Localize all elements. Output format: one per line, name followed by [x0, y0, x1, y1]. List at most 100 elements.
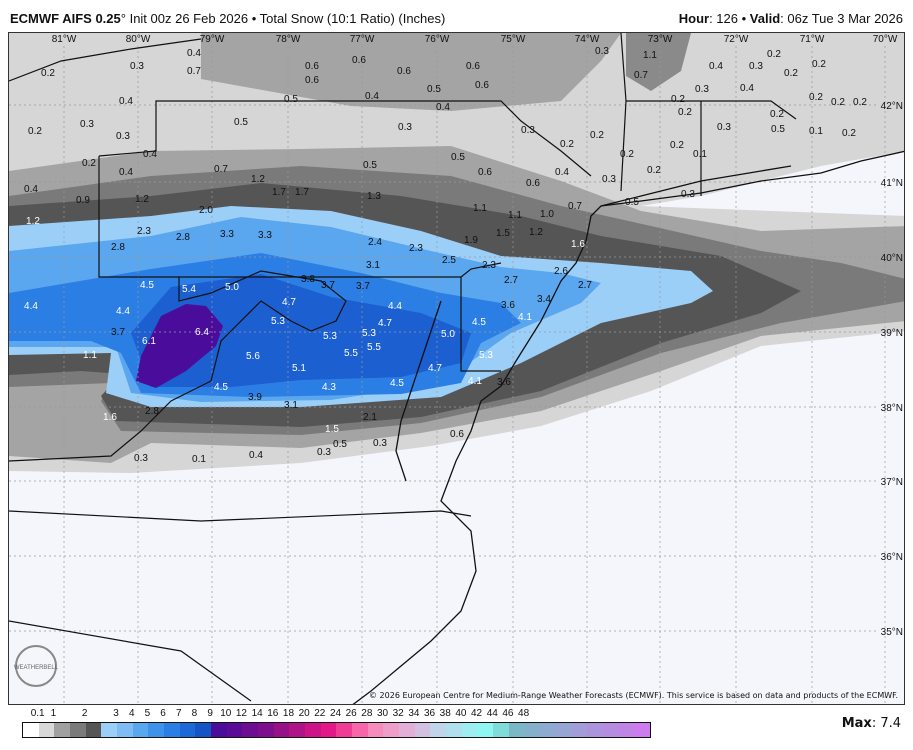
latitude-label: 37°N	[881, 477, 903, 488]
snow-value-label: 2.3	[409, 243, 423, 254]
snow-value-label: 4.1	[518, 312, 532, 323]
longitude-label: 79°W	[200, 34, 225, 45]
copyright-notice: © 2026 European Centre for Medium-Range …	[369, 691, 898, 700]
snow-value-label: 6.1	[142, 336, 156, 347]
snow-value-label: 2.8	[145, 406, 159, 417]
snow-value-label: 1.3	[367, 191, 381, 202]
snow-value-label: 1.7	[295, 187, 309, 198]
snow-value-label: 2.6	[554, 266, 568, 277]
snow-value-label: 4.4	[116, 306, 130, 317]
longitude-label: 70°W	[873, 34, 898, 45]
colorbar-swatch	[132, 723, 149, 737]
snow-value-label: 4.7	[378, 318, 392, 329]
init-and-product: Init 00z 26 Feb 2026 • Total Snow (10:1 …	[125, 11, 446, 26]
snow-value-label: 3.7	[356, 281, 370, 292]
snow-value-label: 0.3	[595, 46, 609, 57]
snow-value-label: 5.4	[182, 284, 196, 295]
snow-value-label: 0.2	[831, 97, 845, 108]
snow-value-label: 2.7	[504, 275, 518, 286]
colorbar-tick-label: 1	[50, 708, 57, 719]
colorbar-tick-label: 20	[298, 708, 310, 719]
colorbar-tick-label: 14	[251, 708, 263, 719]
snow-value-label: 2.8	[176, 232, 190, 243]
colorbar-swatch	[70, 723, 86, 737]
snow-value-label: 0.3	[80, 119, 94, 130]
longitude-label: 74°W	[575, 34, 600, 45]
longitude-label: 80°W	[126, 34, 151, 45]
snow-value-label: 0.6	[305, 75, 319, 86]
snow-value-label: 0.4	[143, 149, 157, 160]
colorbar-ticks: 0.1 1 2 3 4 5 6 7 8 9 10 12 14 16 18 20 22 24 26 28 30 32 34 36…	[22, 708, 649, 720]
snow-value-label: 3.6	[501, 300, 515, 311]
snow-value-label: 4.5	[390, 378, 404, 389]
colorbar-swatch	[85, 723, 102, 737]
snow-value-label: 0.7	[568, 201, 582, 212]
snow-value-label: 1.2	[251, 174, 265, 185]
colorbar-swatch	[242, 723, 259, 737]
colorbar-tick-label: 12	[235, 708, 247, 719]
snow-value-label: 4.3	[322, 382, 336, 393]
snow-value-label: 3.8	[301, 274, 315, 285]
snow-value-label: 4.7	[282, 297, 296, 308]
snow-value-label: 1.6	[571, 239, 585, 250]
snow-value-label: 0.3	[695, 84, 709, 95]
longitude-label: 71°W	[800, 34, 825, 45]
snowfall-map: 42°N 41°N 40°N 39°N 38°N 37°N 36°N 35°N 81°W 80°…	[8, 32, 905, 705]
snow-value-label: 0.1	[809, 126, 823, 137]
colorbar-swatch	[430, 723, 447, 737]
snow-value-label: 0.4	[249, 450, 263, 461]
snow-value-label: 3.6	[497, 377, 511, 388]
snow-value-label: 0.6	[305, 61, 319, 72]
snow-value-label: 0.5	[234, 117, 248, 128]
colorbar-tick-label: 9	[207, 708, 213, 719]
snow-value-label: 4.4	[24, 301, 38, 312]
snow-value-label: 0.6	[478, 167, 492, 178]
latitude-label: 42°N	[881, 101, 903, 112]
snow-value-label: 0.5	[284, 94, 298, 105]
colorbar-tick-label: 18	[282, 708, 295, 719]
colorbar-swatch	[320, 723, 337, 737]
snow-bands	[9, 33, 904, 473]
snow-value-label: 0.4	[119, 167, 133, 178]
snow-value-label: 0.4	[436, 102, 450, 113]
colorbar-tick-label: 24	[329, 708, 342, 719]
colorbar-tick-label: 32	[392, 708, 404, 719]
colorbar-tick-label: 5	[144, 708, 151, 719]
colorbar-swatch	[179, 723, 196, 737]
snow-value-label: 0.3	[717, 122, 731, 133]
snow-value-label: 5.5	[367, 342, 381, 353]
max-number: : 7.4	[871, 716, 901, 731]
max-value: Max: 7.4	[842, 716, 901, 731]
snow-value-label: 0.5	[333, 439, 347, 450]
snow-value-label: 0.2	[560, 139, 574, 150]
snow-value-label: 0.9	[76, 195, 90, 206]
snow-value-label: 4.4	[388, 301, 402, 312]
snow-value-label: 0.2	[767, 49, 781, 60]
snow-value-label: 0.3	[749, 61, 763, 72]
colorbar-tick-label: 46	[502, 708, 514, 719]
snow-value-label: 5.6	[246, 351, 260, 362]
snow-value-label: 4.5	[140, 280, 154, 291]
snow-value-label: 2.8	[111, 242, 125, 253]
max-label: Max	[841, 716, 872, 731]
snow-value-label: 0.2	[82, 158, 96, 169]
snow-value-label: 0.6	[466, 61, 480, 72]
colorbar-tick-label: 48	[518, 708, 530, 719]
colorbar-swatch	[148, 723, 165, 737]
latitude-label: 36°N	[881, 552, 903, 563]
snow-value-label: 0.2	[770, 109, 784, 120]
snow-value-label: 0.6	[352, 55, 366, 66]
colorbar-tick-label: 7	[175, 708, 182, 719]
longitude-label: 75°W	[501, 34, 526, 45]
colorbar-swatch	[38, 723, 55, 737]
snow-value-label: 0.2	[784, 68, 798, 79]
state-borders	[9, 33, 797, 702]
snow-value-label: 0.2	[853, 97, 867, 108]
model-name: ECMWF AIFS 0.25	[10, 11, 121, 26]
longitude-label: 77°W	[350, 34, 375, 45]
longitude-label: 76°W	[425, 34, 450, 45]
colorbar-tick-label: 2	[81, 708, 88, 719]
snow-value-label: 3.3	[220, 229, 234, 240]
snow-value-label: 0.2	[590, 130, 604, 141]
colorbar-swatch	[164, 723, 180, 737]
